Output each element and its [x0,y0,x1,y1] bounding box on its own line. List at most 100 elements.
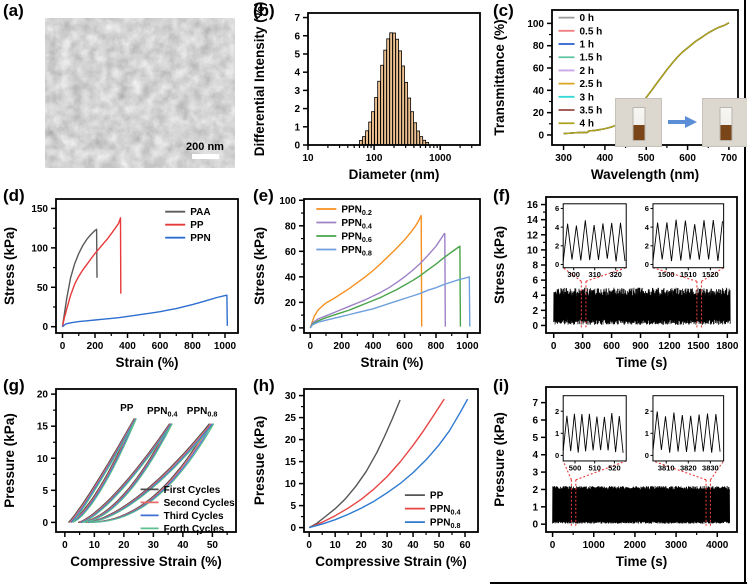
svg-text:6: 6 [294,31,300,42]
svg-text:Third Cycles: Third Cycles [164,511,224,522]
svg-text:320: 320 [609,270,622,279]
scale-bar [192,154,219,159]
svg-text:1000: 1000 [214,341,237,352]
panel-e: (e) 0 200 400 600 800 1000 0 20 40 60 80 100 Strain … [250,185,490,375]
svg-text:PP: PP [430,491,444,502]
svg-text:100: 100 [366,153,383,164]
svg-text:0: 0 [538,130,544,141]
vial-photo-after [702,98,747,147]
svg-text:30: 30 [285,391,297,402]
svg-text:Pressure (kPa): Pressure (kPa) [492,412,507,507]
svg-text:Stress (kPa): Stress (kPa) [2,227,17,305]
svg-text:Pressue (kPa): Pressue (kPa) [252,416,267,505]
svg-text:3.5 h: 3.5 h [580,106,603,117]
svg-text:500: 500 [638,153,655,164]
svg-text:PPN0.6: PPN0.6 [341,232,372,245]
svg-text:30: 30 [382,540,394,551]
svg-text:Time (s): Time (s) [616,554,668,569]
svg-text:PPN0.4: PPN0.4 [430,504,461,516]
svg-text:2: 2 [645,407,649,416]
svg-text:60: 60 [533,64,545,75]
svg-text:6: 6 [532,276,538,287]
svg-text:600: 600 [396,341,413,352]
svg-text:Time (s): Time (s) [616,355,668,370]
svg-text:1200: 1200 [658,341,681,352]
svg-text:2: 2 [532,306,538,317]
panel-e-label: (e) [253,186,274,205]
svg-text:10: 10 [285,479,297,490]
transform-arrow-icon [668,116,697,128]
svg-text:7: 7 [532,398,538,409]
svg-text:0: 0 [645,451,649,460]
svg-text:1520: 1520 [702,270,719,279]
figure-border-bottom [490,582,747,584]
panel-c: (c) 300 400 500 600 700 0 20 40 60 80 100 Wavelengt… [490,0,747,185]
svg-text:PPN0.8: PPN0.8 [187,406,218,419]
svg-text:1 h: 1 h [580,40,594,51]
svg-text:2.5 h: 2.5 h [580,79,603,90]
svg-text:0: 0 [532,321,538,332]
svg-text:8: 8 [532,261,538,272]
svg-text:2000: 2000 [624,540,647,551]
svg-text:Diameter (nm): Diameter (nm) [349,167,440,182]
svg-text:0: 0 [42,322,48,333]
svg-text:3810: 3810 [658,463,675,472]
svg-text:Strain (%): Strain (%) [115,355,178,370]
svg-text:0: 0 [294,141,300,152]
svg-text:2: 2 [555,241,559,250]
svg-text:40: 40 [177,540,189,551]
svg-text:Differential Intensity (%): Differential Intensity (%) [252,2,267,157]
svg-text:25: 25 [285,413,297,424]
svg-text:0: 0 [42,518,48,529]
svg-text:First Cycles: First Cycles [164,485,221,496]
svg-text:2 h: 2 h [580,66,594,77]
svg-text:10: 10 [527,245,539,256]
svg-text:6: 6 [645,204,649,213]
svg-text:40: 40 [408,540,420,551]
svg-text:3: 3 [294,86,300,97]
svg-text:5: 5 [294,49,300,60]
svg-text:5: 5 [42,486,48,497]
svg-text:0: 0 [645,260,649,269]
svg-text:50: 50 [207,540,219,551]
svg-text:5: 5 [532,433,538,444]
svg-text:100: 100 [279,196,296,207]
panel-d: (d) 0 200 400 600 800 1000 0 50 100 150 Strain (%)… [0,185,250,375]
svg-text:1.5 h: 1.5 h [580,53,603,64]
svg-text:150: 150 [31,204,48,215]
svg-text:0: 0 [555,260,559,269]
svg-text:Compressive Strain (%): Compressive Strain (%) [315,554,467,569]
svg-text:900: 900 [632,341,649,352]
svg-text:0: 0 [551,341,557,352]
svg-text:4: 4 [555,223,560,232]
svg-text:PPN0.2: PPN0.2 [341,205,372,218]
svg-text:0: 0 [290,323,296,334]
svg-text:400: 400 [119,341,136,352]
svg-text:2: 2 [532,485,538,496]
svg-text:Transmittance (%): Transmittance (%) [492,19,507,135]
svg-text:100: 100 [31,243,48,254]
svg-text:4: 4 [645,223,650,232]
svg-text:PPN0.8: PPN0.8 [341,245,372,258]
svg-text:2: 2 [294,104,300,115]
svg-text:Pressure (kPa): Pressure (kPa) [2,413,17,508]
chart-cyclic-stress-time: 300 310 320 0 2 4 6 1500 1510 1520 0 2 4 6 0 300 600 900 1… [492,196,739,370]
svg-text:0: 0 [550,540,556,551]
svg-text:1500: 1500 [687,341,710,352]
svg-text:1000: 1000 [429,153,452,164]
svg-text:1800: 1800 [716,341,739,352]
svg-text:80: 80 [285,221,297,232]
svg-text:0 h: 0 h [580,13,594,24]
vial-photo-before [615,98,662,147]
svg-text:Stress (kPa): Stress (kPa) [252,227,267,305]
svg-text:20: 20 [285,298,297,309]
svg-text:20: 20 [37,390,49,401]
svg-text:50: 50 [433,540,445,551]
svg-text:14: 14 [527,215,539,226]
sem-image: 200 nm [45,18,235,168]
svg-text:700: 700 [721,153,738,164]
svg-text:510: 510 [588,463,601,472]
panel-a: (a) 200 nm [0,0,250,185]
